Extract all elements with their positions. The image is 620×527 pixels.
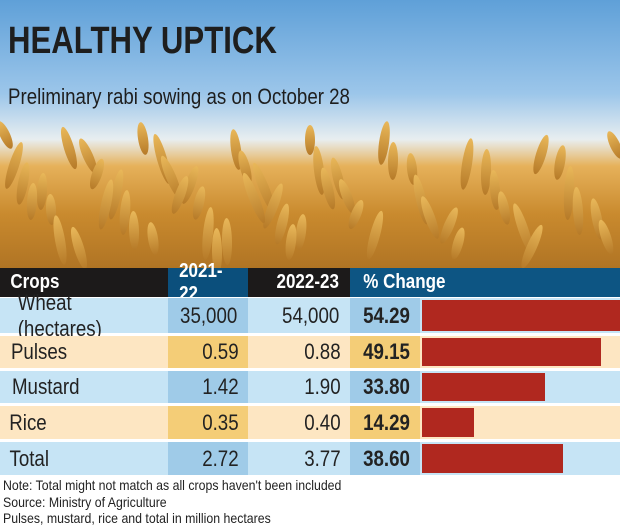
change-bar xyxy=(422,444,563,473)
header-crops: Crops xyxy=(0,268,168,297)
table-row: Rice 0.35 0.40 14.29 xyxy=(0,406,620,439)
table-row: Wheat (hectares) 35,000 54,000 54.29 xyxy=(0,289,620,341)
wheat-ear xyxy=(457,137,477,191)
value-2021-22: 1.42 xyxy=(168,371,248,403)
wheat-ear xyxy=(145,221,161,256)
table-header: Crops 2021-22 2022-23 % Change xyxy=(0,260,620,305)
percent-change: 14.29 xyxy=(350,406,420,439)
change-bar xyxy=(422,373,546,401)
table-row: Total 2.72 3.77 38.60 xyxy=(0,442,620,475)
wheat-ear xyxy=(135,121,151,156)
change-bar xyxy=(422,338,602,366)
wheat-ear xyxy=(221,217,233,266)
value-2022-23: 0.88 xyxy=(304,339,341,364)
value-2021-22: 0.35 xyxy=(168,406,248,439)
wheat-ear xyxy=(571,186,585,236)
header-2022-23: 2022-23 xyxy=(248,268,350,297)
percent-change: 54.29 xyxy=(350,298,420,333)
wheat-ear xyxy=(67,225,91,271)
crop-name: Pulses xyxy=(10,339,68,364)
source: Source: Ministry of Agriculture xyxy=(3,493,167,510)
wheat-field-photo xyxy=(0,0,620,276)
wheat-ear xyxy=(57,125,81,171)
value-2022-23: 0.40 xyxy=(304,409,341,435)
wheat-ear xyxy=(604,129,620,161)
wheat-ear xyxy=(363,209,387,261)
notes: Note: Total might not match as all crops… xyxy=(3,477,388,527)
table-row: Pulses 0.59 0.88 49.15 xyxy=(0,336,620,368)
crop-name: Total xyxy=(9,445,49,471)
value-2022-23: 3.77 xyxy=(304,445,341,471)
value-2022-23: 54,000 xyxy=(281,302,339,328)
percent-change: 38.60 xyxy=(350,442,420,475)
page-title: HEALTHY UPTICK xyxy=(8,20,277,62)
wheat-ear xyxy=(305,125,315,155)
wheat-ear xyxy=(50,214,70,266)
crop-name: Wheat (hectares) xyxy=(17,289,102,341)
value-2021-22: 35,000 xyxy=(168,298,248,333)
note: Note: Total might not match as all crops… xyxy=(3,477,342,493)
crop-name: Rice xyxy=(9,409,47,435)
wheat-ear xyxy=(128,210,140,251)
wheat-ear xyxy=(0,119,16,151)
wheat-ear xyxy=(530,133,552,176)
value-2021-22: 0.59 xyxy=(168,336,248,368)
subtitle: Preliminary rabi sowing as on October 28 xyxy=(8,84,350,109)
wheat-ear xyxy=(25,182,39,221)
wheat-ear xyxy=(283,223,299,261)
change-bar xyxy=(422,408,475,437)
value-2022-23: 1.90 xyxy=(304,374,341,399)
wheat-ear xyxy=(495,190,513,226)
value-2021-22: 2.72 xyxy=(168,442,248,475)
percent-change: 33.80 xyxy=(350,371,420,403)
change-bar xyxy=(422,300,620,331)
header-change: % Change xyxy=(350,268,620,297)
wheat-ear xyxy=(387,141,399,181)
table-row: Mustard 1.42 1.90 33.80 xyxy=(0,371,620,403)
crop-name: Mustard xyxy=(11,374,80,399)
units-note: Pulses, mustard, rice and total in milli… xyxy=(3,510,271,526)
percent-change: 49.15 xyxy=(350,336,420,368)
header-2021-22: 2021-22 xyxy=(168,260,248,305)
